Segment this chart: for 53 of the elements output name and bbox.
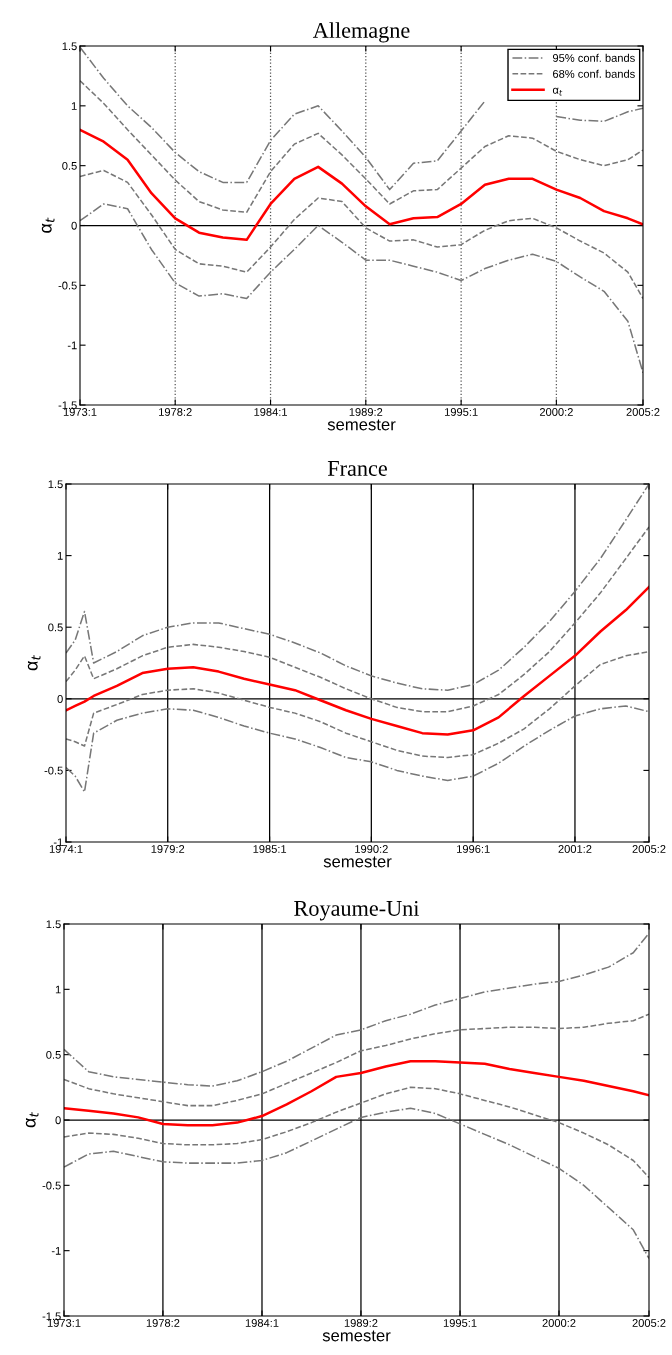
y-tick-label: 0.5 xyxy=(48,623,63,632)
x-tick-label: 1973:1 xyxy=(63,408,97,416)
x-tick-label: 1995:1 xyxy=(444,408,478,416)
x-tick-label: 2000:2 xyxy=(539,408,573,416)
x-tick-label: 1974:1 xyxy=(49,845,83,853)
chart-title: France xyxy=(327,461,387,476)
y-axis-title: α$_{t}$ xyxy=(27,655,41,671)
y-tick-label: -1.5 xyxy=(58,401,77,410)
y-tick-label: -0.5 xyxy=(44,766,63,775)
y-tick-label: 0 xyxy=(55,1116,61,1125)
y-tick-label: 1.5 xyxy=(48,480,63,489)
x-tick-label: 1989:2 xyxy=(349,408,383,416)
x-tick-label: 1989:2 xyxy=(344,1319,378,1327)
y-tick-label: -1.5 xyxy=(42,1312,61,1321)
x-tick-label: 2005:2 xyxy=(632,845,666,853)
legend-label: 95% conf. bands xyxy=(552,53,635,62)
chart-title: Royaume-Uni xyxy=(294,900,420,921)
x-tick-label: 2005:2 xyxy=(632,1319,666,1327)
legend-label: 68% conf. bands xyxy=(553,69,635,78)
x-tick-label: 1984:1 xyxy=(254,408,287,416)
y-axis-title: α$_{t}$ xyxy=(25,1112,39,1128)
legend-label: α$_{t}$ xyxy=(552,87,563,96)
x-tick-label: 1985:1 xyxy=(253,845,287,853)
x-tick-label: 1973:1 xyxy=(47,1319,81,1327)
x-tick-label: 1984:1 xyxy=(245,1319,279,1327)
x-tick-label: 1990:2 xyxy=(355,845,388,853)
y-tick-label: 1 xyxy=(57,551,63,560)
x-tick-label: 1995:1 xyxy=(443,1319,477,1327)
x-axis-title: semester xyxy=(322,1330,391,1342)
y-tick-label: -0.5 xyxy=(42,1181,61,1190)
x-tick-label: 1978:2 xyxy=(146,1319,180,1327)
y-tick-label: 0 xyxy=(57,695,63,703)
y-tick-label: 1.5 xyxy=(46,920,61,929)
chart-title: Allemagne xyxy=(312,22,410,43)
x-tick-label: 2005:2 xyxy=(626,408,660,416)
y-tick-label: -1 xyxy=(53,838,63,847)
y-tick-label: -1 xyxy=(51,1247,61,1255)
y-tick-label: 0.5 xyxy=(62,161,77,170)
x-axis-title: semester xyxy=(327,419,396,431)
x-tick-label: 2001:2 xyxy=(558,845,592,853)
x-tick-label: 1979:2 xyxy=(151,845,185,853)
y-tick-label: -1 xyxy=(67,341,77,350)
x-tick-label: 1996:1 xyxy=(457,845,490,853)
y-tick-label: 0.5 xyxy=(46,1050,61,1059)
x-tick-label: 1978:2 xyxy=(159,408,192,416)
y-tick-label: -0.5 xyxy=(58,281,77,290)
x-tick-label: 2000:2 xyxy=(542,1319,576,1327)
y-tick-label: 1 xyxy=(71,102,77,110)
y-tick-label: 1.5 xyxy=(62,42,77,51)
y-axis-title: α$_{t}$ xyxy=(41,217,55,233)
y-tick-label: 1 xyxy=(55,985,61,994)
x-axis-title: semester xyxy=(323,856,392,868)
y-tick-label: 0 xyxy=(71,221,77,230)
